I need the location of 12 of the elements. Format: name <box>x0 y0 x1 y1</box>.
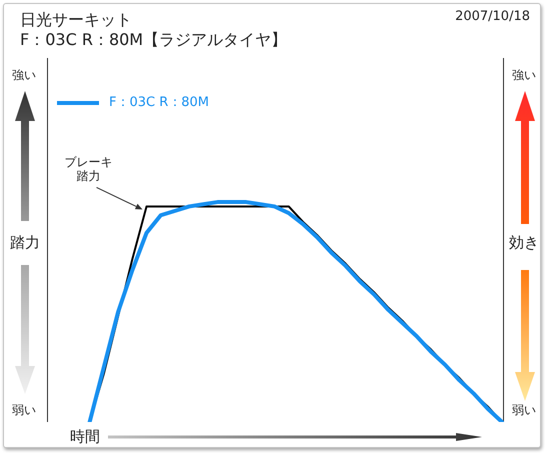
text: 弱い <box>12 403 36 417</box>
text: 弱い <box>512 403 536 417</box>
y2-axis-title: 効き <box>509 234 539 252</box>
text: 2007/10/18 <box>455 9 530 24</box>
text: 強い <box>12 68 36 82</box>
chart-title: 日光サーキット <box>20 10 132 29</box>
text: 強い <box>512 68 536 82</box>
chart-subtitle: F：03C R：80M【ラジアルタイヤ】 <box>20 30 288 49</box>
x-axis-title: 時間 <box>70 428 100 446</box>
y-axis-title: 踏力 <box>10 234 40 252</box>
legend-label: F：03C R：80M <box>109 95 210 110</box>
text: ブレーキ踏力 <box>64 155 114 184</box>
